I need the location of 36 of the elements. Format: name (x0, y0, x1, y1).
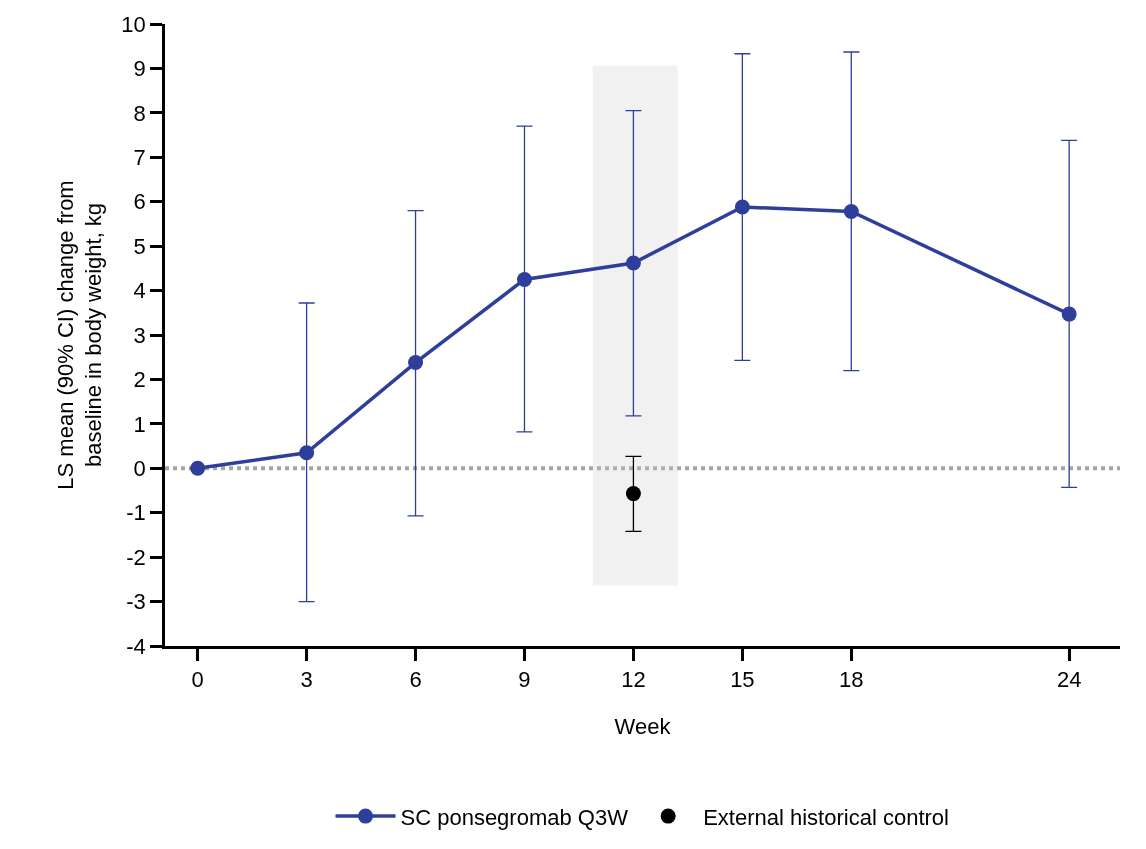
point (1061, 306, 1077, 322)
y-tick-label: 3 (133, 322, 146, 348)
y-tick-label: -3 (126, 589, 146, 615)
point (625, 255, 641, 271)
y-tick-label: 9 (133, 56, 146, 82)
x-tick-label: 15 (730, 667, 755, 693)
x-tick-label: 0 (191, 667, 204, 693)
y-tick-label: 1 (133, 411, 146, 437)
point (408, 355, 424, 371)
y-tick-label: 5 (133, 233, 146, 259)
x-tick-label: 12 (621, 667, 646, 693)
y-tick-label: -1 (126, 500, 146, 526)
point (625, 486, 641, 502)
x-axis-title: Week (614, 714, 672, 740)
point (299, 445, 315, 461)
point (517, 271, 532, 287)
point (843, 203, 859, 219)
x-tick-label: 6 (409, 667, 422, 693)
y-axis-title: LS mean (90% CI) change from baseline in body weight, kg (52, 180, 107, 490)
y-tick-label: 10 (121, 11, 146, 37)
x-tick-label: 24 (1056, 667, 1082, 693)
x-tick-label: 3 (300, 667, 313, 693)
legend-label: SC ponsegromab Q3W (400, 804, 629, 830)
y-tick-label: -2 (126, 544, 146, 570)
y-tick-label: 2 (133, 367, 146, 393)
point (190, 460, 206, 476)
y-tick-label: 6 (133, 189, 146, 215)
legend-label: External historical control (703, 804, 949, 830)
x-tick-label: 18 (839, 667, 864, 693)
point (734, 199, 750, 215)
y-tick-label: 7 (133, 144, 146, 170)
y-tick-label: -4 (126, 633, 146, 659)
x-tick-label: 9 (518, 667, 531, 693)
y-tick-label: 0 (133, 455, 146, 481)
y-tick-label: 8 (133, 100, 146, 126)
y-tick-label: 4 (133, 278, 146, 304)
